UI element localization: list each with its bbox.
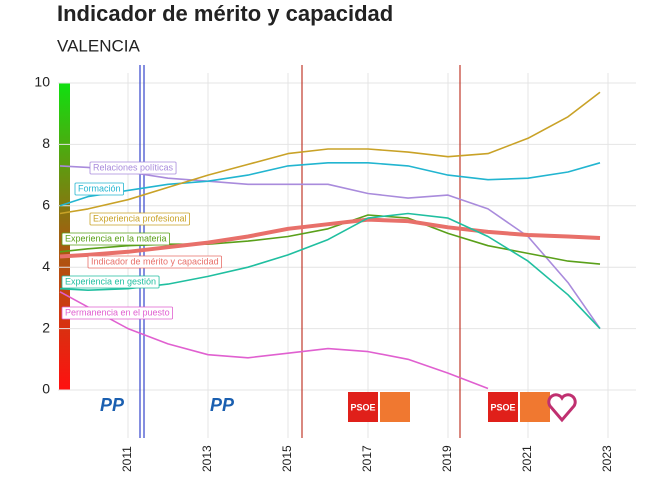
legend-label: Experiencia en la materia — [65, 233, 167, 243]
legend-label: Relaciones políticas — [93, 162, 174, 172]
y-tick-label: 4 — [42, 258, 50, 274]
coalition-icon — [547, 393, 577, 423]
party-label: PP — [100, 395, 125, 415]
x-tick-label: 2013 — [200, 445, 214, 472]
x-tick-label: 2017 — [360, 445, 374, 472]
legend-label: Experiencia profesional — [93, 213, 187, 223]
series-label: Formación — [74, 182, 124, 196]
series-line — [59, 217, 601, 259]
legend-box — [74, 182, 124, 196]
x-tick-label: 2011 — [120, 446, 134, 472]
legend-label: Permanencia en el puesto — [65, 307, 170, 317]
y-tick-label: 6 — [42, 197, 50, 213]
legend-label: Experiencia en gestión — [65, 276, 156, 286]
chart-subtitle: VALENCIA — [57, 36, 140, 55]
legend-label: Formación — [78, 183, 121, 193]
series-label: Permanencia en el puesto — [61, 306, 173, 320]
legend-box — [61, 306, 173, 320]
legend-box — [61, 232, 170, 246]
y-tick-label: 8 — [42, 135, 50, 151]
series-label: Indicador de mérito y capacidad — [87, 255, 222, 269]
legend-box — [89, 161, 177, 175]
series-label: Experiencia en gestión — [61, 275, 160, 289]
party-label: PSOE — [350, 402, 375, 412]
legend-box — [61, 275, 160, 289]
series-line — [59, 165, 601, 330]
party-logo — [348, 392, 378, 422]
y-tick-label: 0 — [42, 381, 50, 397]
series-line — [59, 291, 489, 390]
party-label: PP — [210, 395, 235, 415]
y-tick-label: 2 — [42, 319, 50, 335]
legend-box — [89, 212, 190, 226]
series-line — [59, 162, 601, 207]
x-tick-label: 2023 — [600, 445, 614, 472]
series-label: Experiencia profesional — [89, 212, 190, 226]
party-label: PSOE — [490, 402, 515, 412]
series-label: Experiencia en la materia — [61, 232, 170, 246]
chart-title: Indicador de mérito y capacidad — [57, 1, 393, 26]
series-line — [59, 91, 601, 215]
series-label: Relaciones políticas — [89, 161, 177, 175]
x-tick-label: 2019 — [440, 445, 454, 472]
x-tick-label: 2021 — [520, 445, 534, 472]
party-icon — [520, 392, 550, 422]
y-tick-label: 10 — [34, 74, 50, 90]
legend-box — [87, 255, 222, 269]
party-icon — [380, 392, 410, 422]
party-logo — [488, 392, 518, 422]
x-tick-label: 2015 — [280, 445, 294, 472]
legend-label: Indicador de mérito y capacidad — [91, 256, 219, 266]
